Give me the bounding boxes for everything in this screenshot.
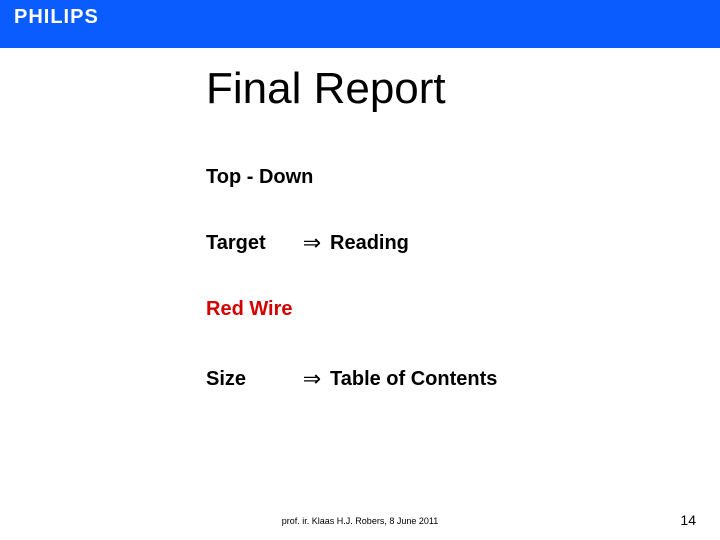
term-table-of-contents: Table of Contents: [330, 368, 497, 391]
term-reading: Reading: [330, 232, 409, 255]
slide-title: Final Report: [206, 64, 446, 114]
header-bar: PHILIPS: [0, 0, 720, 48]
arrow-icon: ⇒: [294, 366, 330, 392]
footer-text: prof. ir. Klaas H.J. Robers, 8 June 2011: [0, 516, 720, 526]
label-top-down: Top - Down: [206, 166, 313, 189]
term-size: Size: [206, 368, 294, 391]
page-number: 14: [680, 512, 696, 528]
slide-body: Final Report Top - Down Target ⇒ Reading…: [0, 48, 720, 540]
line-top-down: Top - Down: [206, 166, 313, 189]
arrow-icon: ⇒: [294, 230, 330, 256]
line-size-toc: Size ⇒ Table of Contents: [206, 366, 497, 392]
term-target: Target: [206, 232, 294, 255]
brand-logo: PHILIPS: [0, 0, 113, 33]
line-red-wire: Red Wire: [206, 298, 293, 321]
label-red-wire: Red Wire: [206, 298, 293, 321]
line-target-reading: Target ⇒ Reading: [206, 230, 409, 256]
